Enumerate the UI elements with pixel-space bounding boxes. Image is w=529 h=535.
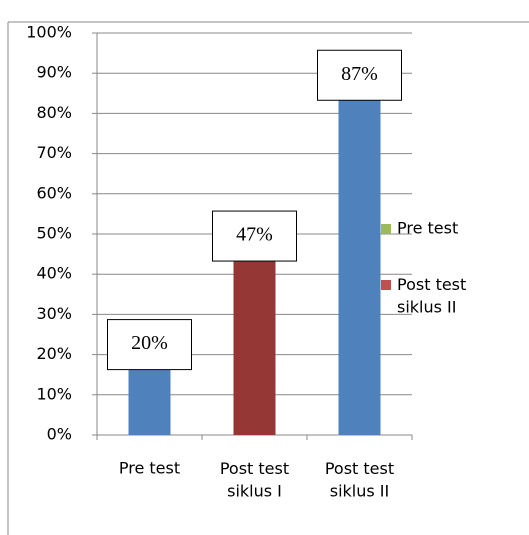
legend-label: Pre test — [397, 219, 458, 238]
legend-label: Post test siklus II — [397, 275, 466, 316]
y-tick-label: 10% — [36, 384, 72, 403]
x-tick-label: Pre test — [119, 459, 180, 478]
y-tick-label: 80% — [36, 103, 72, 122]
y-tick-label: 30% — [36, 304, 72, 323]
y-tick-label: 0% — [47, 425, 72, 444]
legend-swatch — [381, 280, 391, 290]
legend-swatch — [381, 224, 391, 234]
data-label: 87% — [341, 63, 378, 85]
y-tick-label: 20% — [36, 344, 72, 363]
data-label-box — [107, 319, 192, 371]
y-tick-label: 90% — [36, 63, 72, 82]
y-tick-label: 50% — [36, 224, 72, 243]
bar — [338, 85, 381, 435]
x-tick-label: Post test siklus II — [325, 459, 394, 500]
data-label-box — [212, 210, 297, 262]
y-tick-label: 40% — [36, 264, 72, 283]
data-label: 47% — [236, 224, 273, 246]
x-tick-label: Post test siklus I — [220, 459, 289, 500]
bar — [233, 246, 276, 435]
y-tick-label: 60% — [36, 183, 72, 202]
y-tick-label: 70% — [36, 143, 72, 162]
data-label: 20% — [131, 332, 168, 354]
y-tick-label: 100% — [26, 23, 72, 42]
data-label-box — [317, 49, 402, 101]
